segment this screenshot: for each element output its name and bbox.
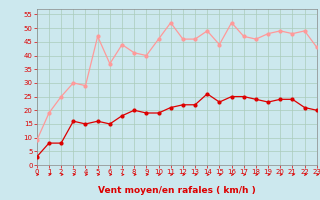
X-axis label: Vent moyen/en rafales ( km/h ): Vent moyen/en rafales ( km/h ) (98, 186, 256, 195)
